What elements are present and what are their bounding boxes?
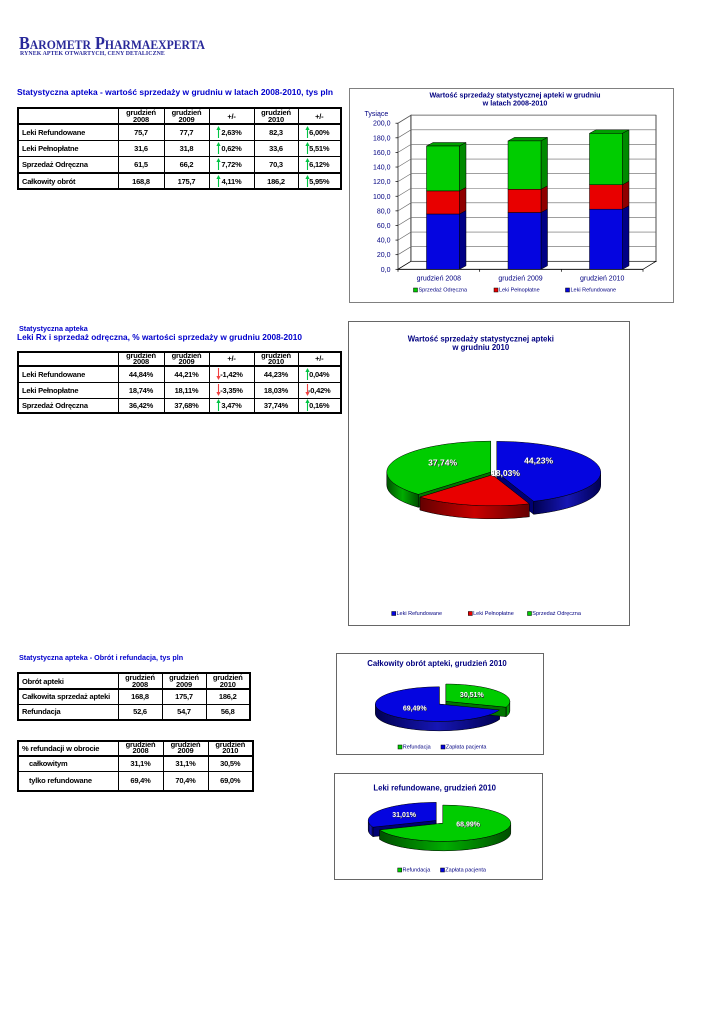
svg-text:Refundacja: Refundacja (403, 745, 432, 751)
svg-text:18,03%: 18,03% (491, 468, 520, 478)
svg-text:Sprzedaż Odręczna: Sprzedaż Odręczna (532, 611, 582, 617)
svg-text:Zapłata pacjenta: Zapłata pacjenta (445, 868, 487, 874)
svg-text:Leki refundowane, grudzień 201: Leki refundowane, grudzień 2010 (373, 783, 496, 792)
svg-text:grudzień 2009: grudzień 2009 (498, 276, 542, 283)
svg-text:60,0: 60,0 (377, 223, 391, 230)
svg-text:200,0: 200,0 (373, 121, 391, 128)
svg-text:Leki Pełnopłatne: Leki Pełnopłatne (499, 288, 540, 294)
svg-text:160,0: 160,0 (373, 150, 391, 157)
svg-text:18,03%: 18,03% (492, 469, 521, 479)
svg-text:30,51%: 30,51% (460, 692, 485, 699)
svg-text:20,0: 20,0 (377, 252, 391, 259)
svg-text:grudzień 2010: grudzień 2010 (580, 276, 624, 283)
svg-text:31,01%: 31,01% (392, 812, 417, 819)
svg-text:grudzień 2008: grudzień 2008 (417, 276, 461, 283)
svg-text:37,74%: 37,74% (428, 458, 457, 468)
svg-text:Leki Pełnopłatne: Leki Pełnopłatne (473, 611, 514, 617)
svg-text:Leki Refundowane: Leki Refundowane (571, 288, 617, 294)
svg-text:Zapłata pacjenta: Zapłata pacjenta (446, 745, 488, 751)
svg-text:Sprzedaż Odręczna: Sprzedaż Odręczna (419, 288, 469, 294)
svg-text:140,0: 140,0 (373, 165, 391, 172)
svg-text:31,01%: 31,01% (393, 812, 418, 819)
svg-text:Tysiące: Tysiące (365, 111, 389, 118)
svg-text:37,74%: 37,74% (429, 458, 458, 468)
svg-text:180,0: 180,0 (373, 135, 391, 142)
svg-text:69,49%: 69,49% (403, 706, 428, 713)
svg-text:100,0: 100,0 (373, 194, 391, 201)
svg-text:Wartość sprzedaży statystyczne: Wartość sprzedaży statystycznej apteki w… (429, 91, 600, 100)
svg-text:120,0: 120,0 (373, 179, 391, 186)
svg-text:0,0: 0,0 (381, 267, 391, 274)
svg-text:Całkowity obrót apteki, grudzi: Całkowity obrót apteki, grudzień 2010 (367, 659, 507, 668)
svg-text:44,23%: 44,23% (525, 456, 554, 466)
svg-text:69,49%: 69,49% (403, 706, 428, 713)
svg-text:40,0: 40,0 (377, 238, 391, 245)
svg-text:68,99%: 68,99% (457, 822, 482, 829)
svg-text:Wartość sprzedaży statystyczne: Wartość sprzedaży statystycznej apteki (408, 334, 554, 343)
svg-text:80,0: 80,0 (377, 208, 391, 215)
svg-text:w latach 2008-2010: w latach 2008-2010 (482, 99, 548, 108)
svg-text:68,99%: 68,99% (456, 821, 481, 828)
svg-text:w grudniu 2010: w grudniu 2010 (451, 343, 509, 352)
svg-text:30,51%: 30,51% (461, 693, 486, 700)
svg-text:Refundacja: Refundacja (403, 868, 432, 874)
svg-text:44,23%: 44,23% (524, 456, 553, 466)
svg-text:Leki Refundowane: Leki Refundowane (397, 611, 443, 617)
